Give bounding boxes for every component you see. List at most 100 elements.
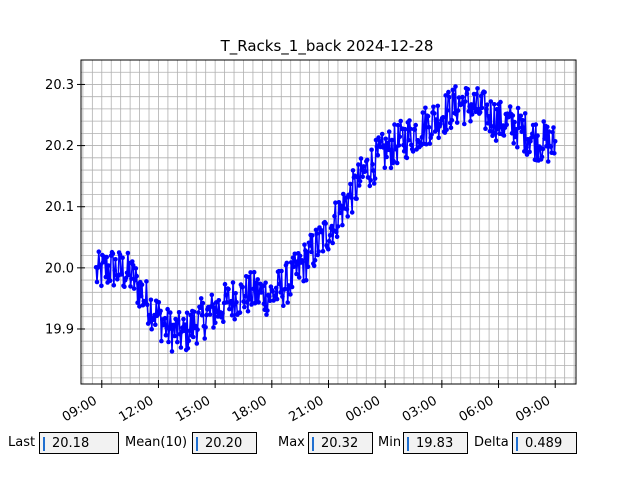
data-point: [504, 122, 510, 128]
temperature-chart: 19.9 20.0 20.1 20.2 20.3 09:00 12:00 15:00 18:00…: [45, 37, 577, 425]
data-point: [273, 285, 279, 291]
data-point: [138, 293, 144, 299]
max-value-field[interactable]: 20.32: [308, 432, 373, 454]
data-point: [484, 102, 490, 107]
data-point: [456, 95, 462, 100]
min-value-field[interactable]: 19.83: [403, 432, 468, 454]
data-point: [449, 117, 455, 123]
data-point: [190, 334, 196, 340]
data-point: [263, 280, 268, 286]
data-point: [485, 121, 491, 126]
data-point: [191, 309, 197, 315]
y-tick-label: 19.9: [45, 322, 74, 337]
data-point: [372, 176, 378, 181]
min-value: 19.83: [416, 436, 454, 451]
data-point: [319, 228, 325, 233]
data-point: [134, 273, 139, 279]
data-point: [397, 134, 403, 139]
data-point: [227, 306, 232, 312]
data-point: [381, 143, 387, 148]
data-point: [523, 145, 529, 150]
data-point: [280, 294, 285, 299]
data-point: [144, 279, 149, 284]
data-point: [96, 249, 102, 254]
data-point: [175, 339, 180, 345]
x-tick-label: 00:00: [343, 393, 383, 425]
mean-value-field[interactable]: 20.20: [192, 432, 257, 454]
data-point: [509, 131, 515, 136]
data-point: [310, 233, 315, 238]
data-point: [446, 89, 451, 95]
data-point: [433, 117, 439, 122]
data-point: [413, 122, 419, 128]
data-point: [531, 134, 537, 139]
data-point: [333, 200, 338, 205]
data-point: [220, 310, 225, 316]
data-point: [139, 282, 145, 288]
data-point: [305, 264, 311, 270]
data-point: [194, 341, 200, 346]
data-point: [341, 191, 346, 197]
data-point: [309, 249, 314, 255]
data-point: [360, 174, 366, 180]
data-point: [540, 146, 546, 152]
data-point: [419, 134, 425, 140]
data-point: [510, 113, 516, 118]
delta-value-field[interactable]: 0.489: [512, 432, 577, 454]
data-point: [302, 242, 307, 247]
data-point: [240, 284, 245, 290]
data-point: [158, 308, 163, 314]
data-point: [149, 326, 154, 332]
data-point: [176, 310, 182, 315]
data-point: [426, 124, 432, 130]
data-point: [146, 312, 152, 318]
data-point: [311, 263, 317, 269]
data-point: [174, 322, 179, 327]
data-point: [151, 317, 156, 323]
data-point: [104, 254, 109, 260]
data-point: [486, 114, 492, 119]
data-point: [290, 255, 296, 260]
data-point: [226, 286, 231, 292]
data-point: [251, 286, 256, 292]
data-point: [453, 84, 458, 89]
data-point: [392, 122, 397, 127]
data-point: [422, 124, 427, 130]
data-point: [247, 297, 252, 302]
data-point: [288, 260, 294, 265]
data-point: [330, 240, 336, 246]
data-point: [103, 274, 109, 280]
data-point: [513, 134, 518, 140]
data-point: [210, 302, 215, 307]
data-point: [432, 111, 437, 116]
data-point: [243, 293, 248, 299]
data-point: [200, 300, 206, 306]
data-point: [466, 109, 472, 114]
data-point: [207, 312, 213, 317]
data-point: [407, 118, 412, 123]
data-point: [512, 119, 517, 125]
x-tick-label: 18:00: [230, 393, 270, 425]
data-point: [482, 90, 487, 95]
data-point: [315, 252, 321, 258]
data-point: [314, 231, 320, 236]
data-point: [212, 305, 217, 311]
y-tick-label: 20.2: [45, 139, 74, 154]
data-point: [163, 332, 169, 338]
data-point: [216, 298, 222, 303]
last-value-field[interactable]: 20.18: [39, 432, 119, 454]
data-point: [159, 338, 164, 344]
mean-label: Mean(10): [125, 435, 188, 450]
data-point: [539, 154, 545, 160]
data-point: [223, 292, 229, 298]
data-point: [371, 181, 377, 186]
data-point: [99, 283, 104, 289]
data-point: [107, 278, 113, 284]
data-point: [248, 270, 253, 275]
delta-label: Delta: [474, 435, 509, 450]
data-point: [156, 300, 162, 305]
data-point: [363, 169, 368, 174]
data-point: [130, 259, 135, 264]
y-tick-label: 20.1: [45, 200, 74, 215]
data-point: [550, 129, 555, 135]
